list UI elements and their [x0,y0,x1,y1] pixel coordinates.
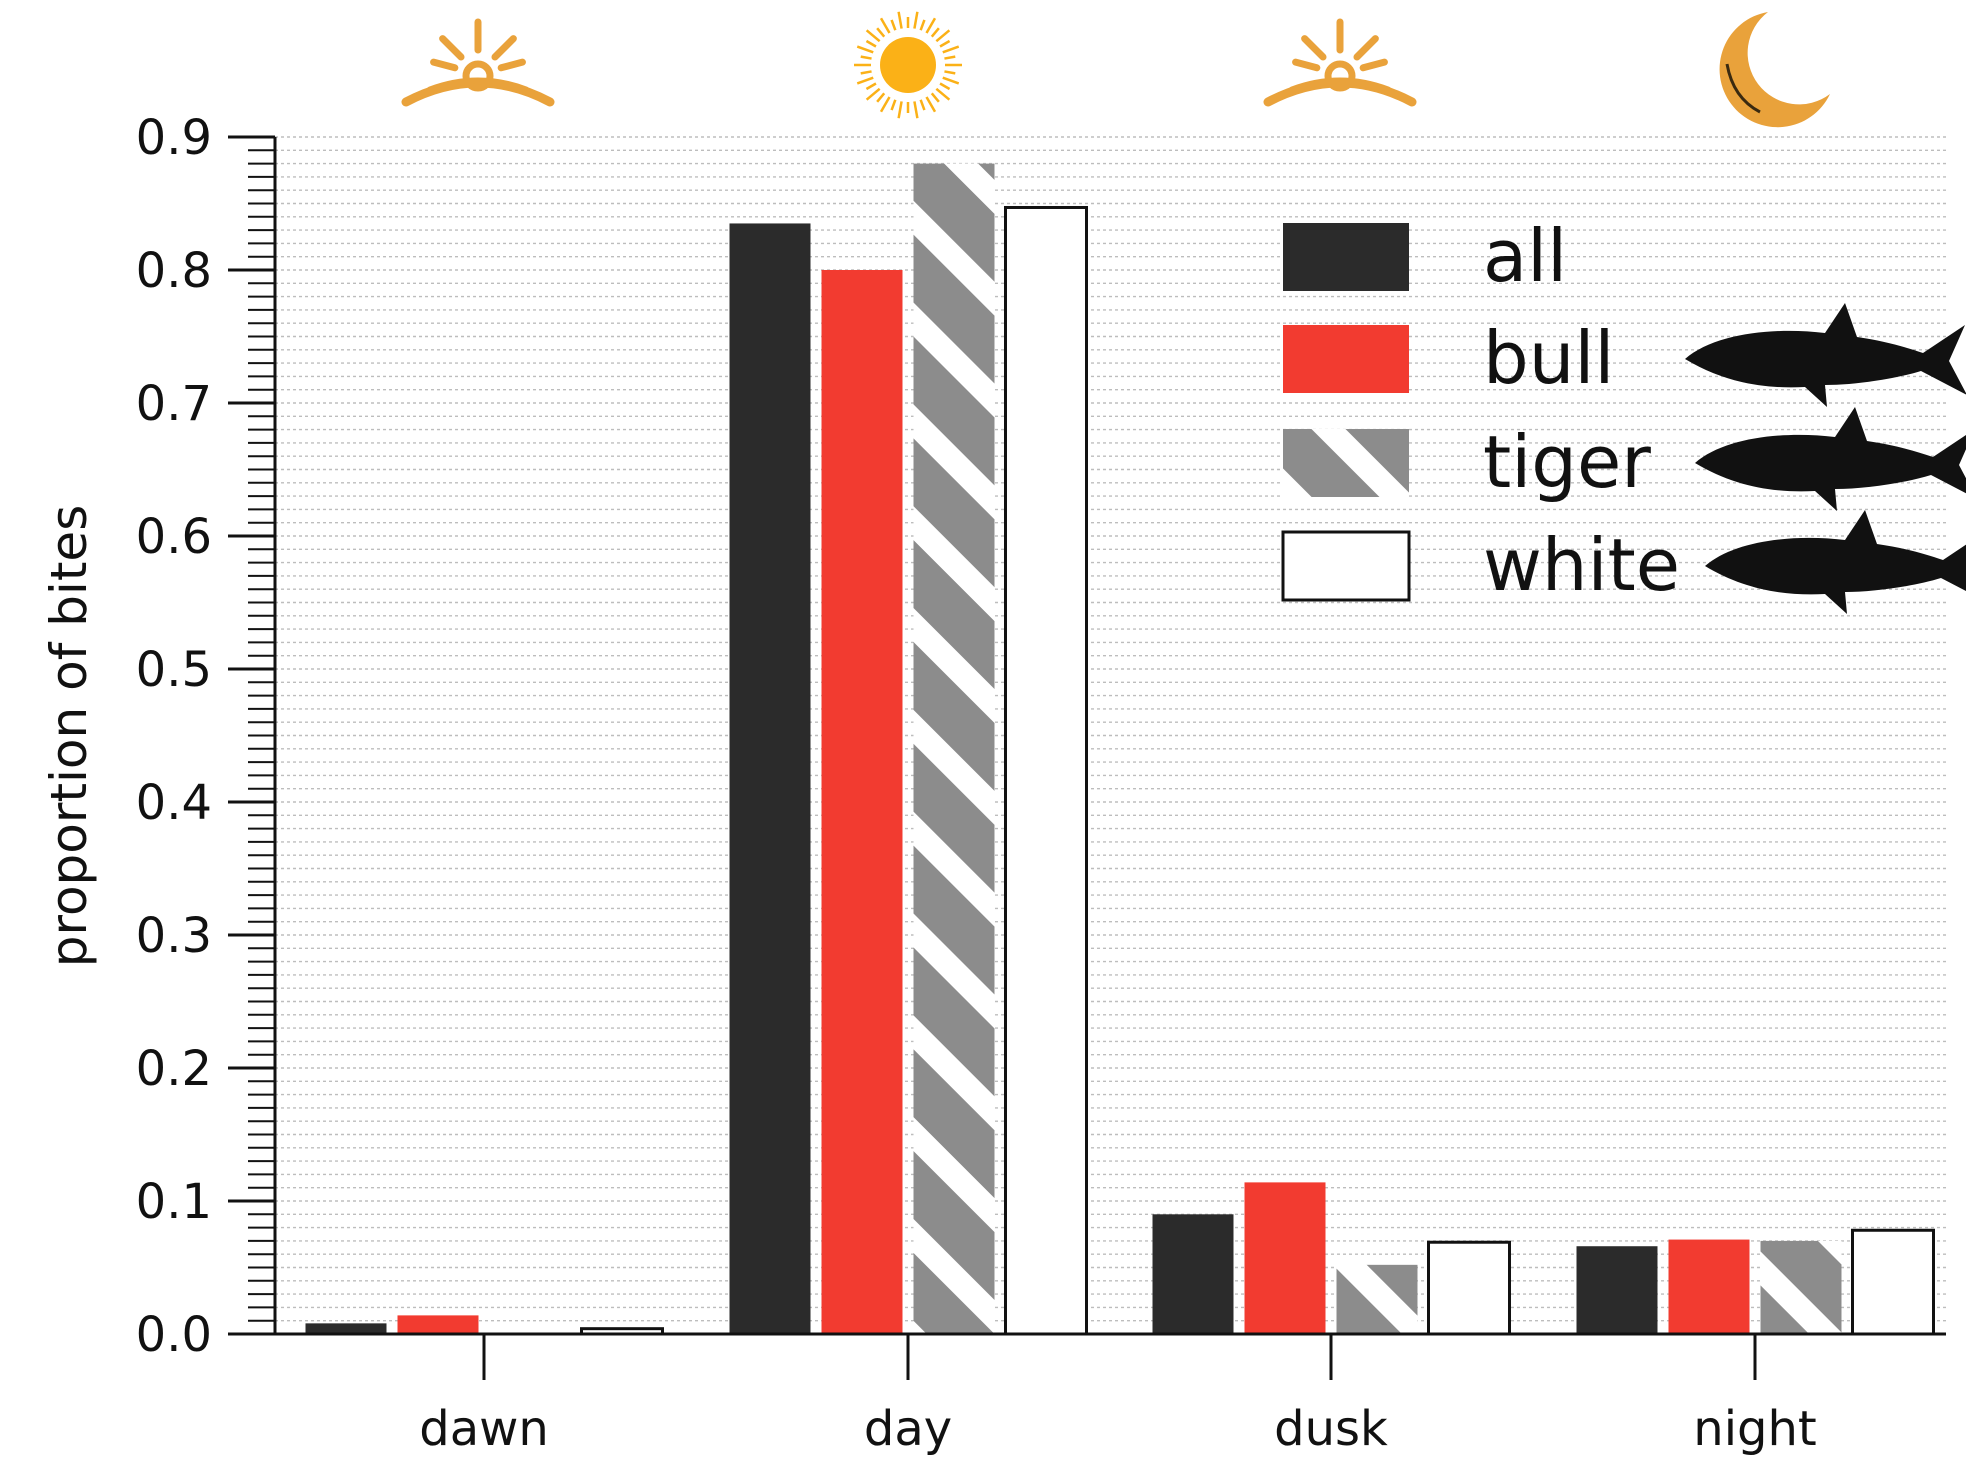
tiger-shark-icon [1695,407,1966,511]
x-tick-label: day [864,1401,952,1457]
legend-swatch-bull [1283,325,1409,393]
bull-shark-icon [1685,303,1966,407]
y-tick-label: 0.4 [136,775,212,831]
legend-label-all: all [1483,214,1567,298]
moon-icon [1719,12,1830,128]
white-shark-icon [1705,510,1966,614]
bar-all-night [1576,1246,1658,1334]
x-tick-label: night [1693,1401,1816,1457]
bar-all-day [729,223,811,1335]
legend: all bull tiger white [1281,214,1966,614]
bar-bull-night [1668,1239,1750,1334]
y-tick-label: 0.8 [136,243,212,299]
category-icons [401,11,1830,128]
legend-label-tiger: tiger [1483,420,1651,504]
bar-white-day [1004,205,1088,1336]
bar-bull-dusk [1244,1182,1326,1334]
legend-swatch-white [1281,530,1411,602]
y-tick-label: 0.3 [136,908,212,964]
legend-label-bull: bull [1483,316,1614,400]
bar-all-dusk [1152,1214,1234,1334]
sunrise-icon [401,18,555,107]
y-tick-label: 0.6 [136,509,212,565]
y-axis-title: proportion of bites [40,505,98,967]
bar-tiger-night [1760,1240,1842,1334]
y-tick-label: 0.2 [136,1041,212,1097]
bar-tiger-day [913,163,995,1335]
y-tick-label: 0.0 [136,1307,212,1363]
y-tick-label: 0.5 [136,642,212,698]
gridlines [274,136,1946,1335]
y-tick-label: 0.1 [136,1174,212,1230]
y-tick-label: 0.9 [136,110,212,166]
x-tick-label: dawn [419,1401,549,1457]
x-tick-label: dusk [1274,1401,1388,1457]
bar-white-dusk [1427,1240,1511,1336]
bar-bull-dawn [397,1315,479,1334]
legend-label-white: white [1483,523,1680,607]
bar-tiger-dusk [1336,1264,1418,1334]
legend-swatch-tiger [1283,429,1409,497]
axes: 0.0 0.1 0.2 0.3 0.4 0.5 0.6 0.7 0.8 0.9 proportion… [40,110,1946,1457]
bar-white-night [1851,1228,1935,1336]
bars [305,163,1935,1336]
sun-icon [854,11,962,119]
y-tick-label: 0.7 [136,376,212,432]
bar-all-dawn [305,1323,387,1334]
bar-bull-day [821,270,903,1334]
legend-swatch-all [1283,223,1409,291]
sunset-icon [1263,18,1417,107]
